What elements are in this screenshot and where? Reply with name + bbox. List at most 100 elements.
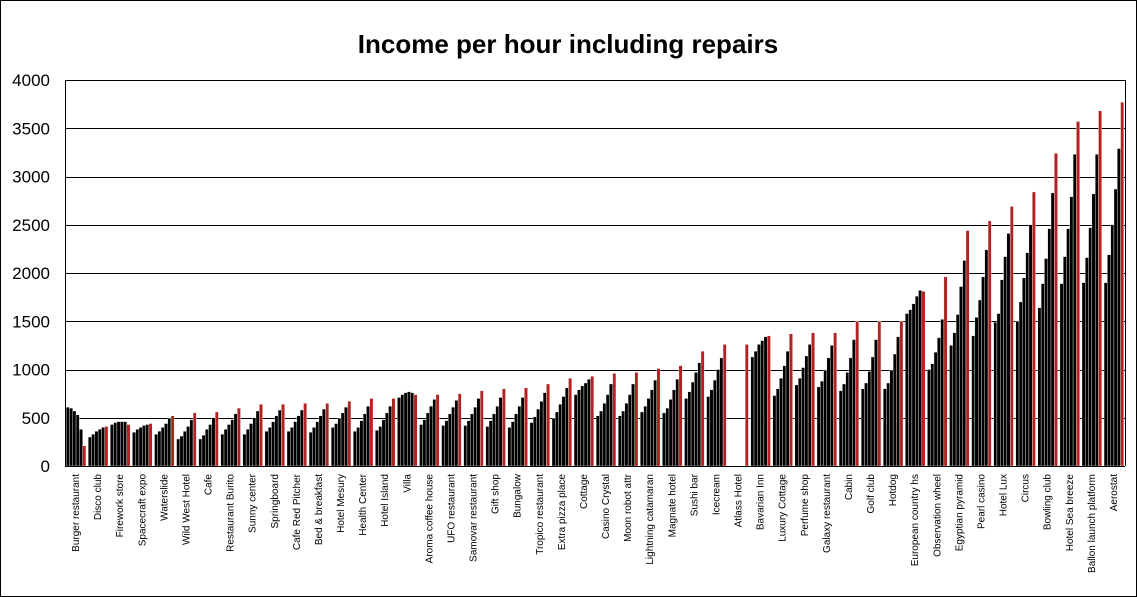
bar	[587, 378, 591, 467]
x-tick-label: Wild West Hotel	[181, 474, 192, 545]
bar	[227, 424, 231, 467]
bar	[308, 432, 313, 467]
x-tick-label: Aerostat	[1109, 474, 1120, 511]
bar	[435, 394, 440, 467]
x-tick-label: Bed & breakfast	[314, 474, 325, 545]
x-tick-label: Hotel Mesury	[336, 474, 347, 533]
x-tick-label: Hotel Island	[380, 474, 391, 527]
bar	[429, 405, 433, 467]
bar	[1088, 227, 1093, 467]
bar	[457, 393, 462, 467]
bar	[646, 398, 651, 467]
bar	[921, 291, 926, 467]
bar	[911, 303, 916, 467]
bar	[801, 367, 805, 467]
bar	[454, 400, 459, 467]
x-tick-label: Hotel Lux	[999, 474, 1010, 516]
bar	[211, 417, 216, 467]
bar	[687, 391, 692, 467]
x-tick-label: Observation wheel	[932, 474, 943, 557]
bar	[359, 420, 364, 467]
bar	[1037, 307, 1042, 467]
bar	[303, 403, 307, 467]
bar	[407, 391, 411, 467]
bar	[214, 411, 219, 467]
bar	[712, 379, 717, 467]
bar	[91, 433, 96, 467]
x-tick-label: Casino Crystal	[601, 474, 612, 539]
bar	[94, 431, 99, 467]
bar	[347, 401, 352, 467]
bar	[192, 412, 197, 467]
bar	[621, 410, 626, 467]
bar	[949, 345, 953, 467]
x-tick-label: Firework store	[115, 474, 126, 538]
bar	[842, 383, 846, 467]
bar	[473, 406, 478, 467]
bar	[981, 276, 985, 467]
bar	[706, 396, 711, 467]
bar	[886, 382, 891, 467]
bar	[186, 426, 190, 467]
x-tick-label: Restaurant Burito	[226, 474, 237, 552]
bar	[110, 424, 114, 467]
bar	[782, 365, 787, 467]
y-tick-label: 1500	[12, 312, 50, 331]
bar	[1040, 283, 1045, 467]
bar	[675, 378, 680, 467]
x-tick-label: Extra pizza place	[557, 474, 568, 551]
bar	[653, 379, 657, 467]
y-tick-label: 4000	[12, 71, 50, 90]
bar	[892, 353, 897, 467]
bar	[918, 290, 922, 467]
bar	[984, 249, 989, 467]
bar	[1044, 258, 1048, 467]
x-tick-label: Disco club	[93, 474, 104, 521]
bar	[495, 405, 500, 467]
bar	[88, 436, 92, 467]
x-tick-label: Cabin	[844, 474, 855, 500]
bar	[441, 425, 446, 467]
bar	[135, 429, 140, 467]
bar	[848, 357, 853, 467]
bar	[668, 399, 673, 467]
x-tick-label: European country hs	[910, 474, 921, 566]
bar	[640, 411, 644, 467]
bar	[385, 412, 389, 467]
bar	[318, 415, 323, 467]
bar	[546, 383, 550, 467]
bar	[340, 412, 345, 467]
bar	[974, 317, 979, 467]
bar	[807, 344, 812, 467]
bar	[208, 424, 213, 467]
bar	[362, 413, 367, 467]
bar	[716, 369, 720, 467]
bar	[870, 356, 875, 467]
bar	[1025, 252, 1030, 467]
bar	[281, 404, 285, 467]
bar	[952, 332, 957, 467]
x-tick-label: Bowling club	[1043, 474, 1054, 531]
x-tick-label: Galaxy restaurant	[822, 474, 833, 553]
bar	[940, 319, 945, 467]
bar	[971, 335, 976, 467]
bar	[72, 410, 77, 467]
bar	[779, 378, 783, 467]
x-tick-label: Sunny center	[248, 473, 259, 533]
bar	[874, 339, 878, 467]
bar	[507, 427, 512, 467]
y-tick-label: 3500	[12, 119, 50, 138]
bar	[299, 409, 304, 467]
bar	[867, 371, 872, 467]
bar	[1091, 193, 1096, 467]
bar	[432, 399, 437, 467]
bar	[1069, 196, 1074, 467]
bar	[123, 421, 127, 467]
bar	[476, 398, 481, 467]
x-tick-label: Hotel Sea breeze	[1065, 474, 1076, 552]
x-tick-label: Sushi bar	[689, 473, 700, 516]
x-tick-label: UFO restaurant	[446, 474, 457, 543]
bar	[889, 370, 894, 467]
bar	[775, 388, 780, 467]
x-tick-label: Villa	[402, 474, 413, 493]
